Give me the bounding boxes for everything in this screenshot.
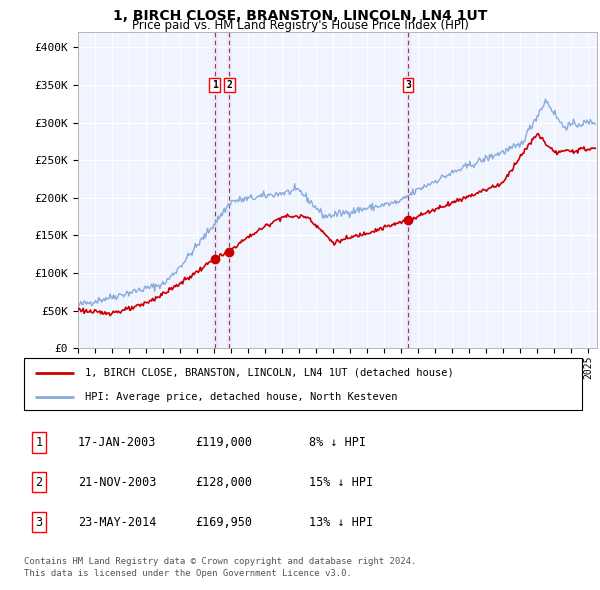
Text: 21-NOV-2003: 21-NOV-2003 [78, 476, 157, 489]
Text: 17-JAN-2003: 17-JAN-2003 [78, 436, 157, 449]
Text: 15% ↓ HPI: 15% ↓ HPI [309, 476, 373, 489]
Text: This data is licensed under the Open Government Licence v3.0.: This data is licensed under the Open Gov… [24, 569, 352, 578]
Bar [213, 32, 217, 348]
Text: Contains HM Land Registry data © Crown copyright and database right 2024.: Contains HM Land Registry data © Crown c… [24, 557, 416, 566]
Text: 23-MAY-2014: 23-MAY-2014 [78, 516, 157, 529]
Text: £128,000: £128,000 [195, 476, 252, 489]
Text: 1: 1 [35, 436, 43, 449]
Bar [227, 32, 232, 348]
Text: 1, BIRCH CLOSE, BRANSTON, LINCOLN, LN4 1UT (detached house): 1, BIRCH CLOSE, BRANSTON, LINCOLN, LN4 1… [85, 368, 454, 378]
Text: HPI: Average price, detached house, North Kesteven: HPI: Average price, detached house, Nort… [85, 392, 398, 402]
FancyBboxPatch shape [24, 358, 582, 410]
Text: 1, BIRCH CLOSE, BRANSTON, LINCOLN, LN4 1UT: 1, BIRCH CLOSE, BRANSTON, LINCOLN, LN4 1… [113, 9, 487, 23]
Text: Price paid vs. HM Land Registry's House Price Index (HPI): Price paid vs. HM Land Registry's House … [131, 19, 469, 32]
Text: £119,000: £119,000 [195, 436, 252, 449]
Text: £169,950: £169,950 [195, 516, 252, 529]
Text: 3: 3 [35, 516, 43, 529]
Text: 13% ↓ HPI: 13% ↓ HPI [309, 516, 373, 529]
Text: 1: 1 [212, 80, 218, 90]
Text: 2: 2 [226, 80, 232, 90]
Text: 2: 2 [35, 476, 43, 489]
Text: 8% ↓ HPI: 8% ↓ HPI [309, 436, 366, 449]
Bar [406, 32, 410, 348]
Text: 3: 3 [405, 80, 411, 90]
